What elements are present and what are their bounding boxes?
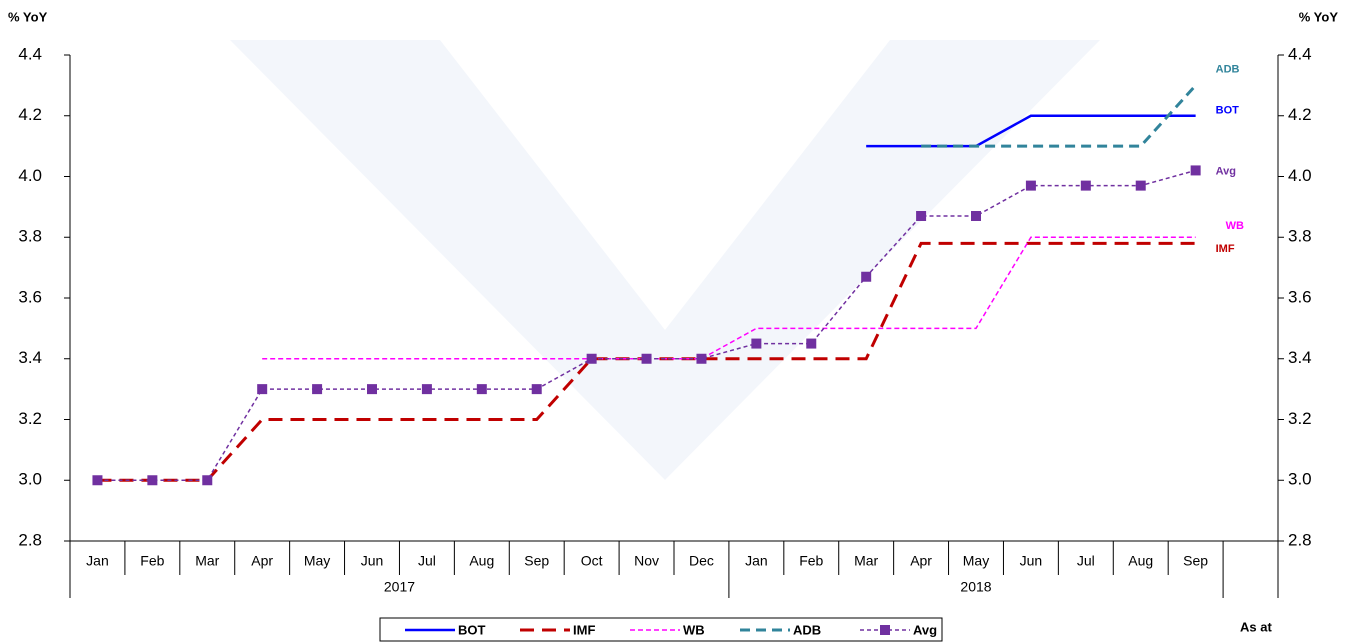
series-marker [751, 338, 762, 349]
series-marker [531, 384, 542, 395]
watermark [230, 40, 1100, 480]
x-tick-label: Aug [469, 553, 494, 569]
series-marker [1190, 165, 1201, 176]
series-end-label: WB [1226, 220, 1244, 232]
y-tick-label: 4.4 [18, 44, 42, 63]
series-marker [92, 475, 103, 486]
legend-box [379, 617, 943, 642]
series-end-label: BOT [1216, 105, 1240, 117]
legend-marker [880, 625, 890, 635]
y2-tick-label: 4.2 [1288, 105, 1312, 124]
y-axis-label: % YoY [8, 9, 48, 24]
series-line [97, 169, 1196, 481]
y2-axis-label: % YoY [1299, 9, 1339, 24]
series-line [262, 236, 1196, 360]
y2-tick-label: 3.6 [1288, 287, 1312, 306]
series-end-label: Avg [1216, 165, 1236, 177]
x-tick-label: Feb [799, 553, 823, 569]
y2-tick-label: 4.0 [1288, 166, 1312, 185]
x-tick-label: Mar [854, 553, 878, 569]
y2-tick-label: 3.4 [1288, 348, 1312, 367]
series-marker [1025, 180, 1036, 191]
legend-label: ADB [793, 622, 821, 637]
series-end-label: ADB [1216, 63, 1240, 75]
x-tick-label: Jan [745, 553, 768, 569]
x-tick-label: Jun [361, 553, 384, 569]
legend-label: BOT [458, 622, 486, 637]
legend-label: IMF [573, 622, 595, 637]
x-tick-label: Nov [634, 553, 659, 569]
x-tick-label: Dec [689, 553, 714, 569]
x-tick-label: May [963, 553, 989, 569]
series-marker [1135, 180, 1146, 191]
series-marker [257, 384, 268, 395]
x-tick-label: Sep [524, 553, 549, 569]
series-marker [367, 384, 377, 395]
series-marker [202, 475, 213, 486]
x-tick-label: May [304, 553, 330, 569]
x-group-label: 2017 [384, 579, 415, 595]
x-tick-label: Apr [251, 553, 273, 569]
series-marker [861, 271, 872, 282]
y-tick-label: 4.0 [18, 166, 42, 185]
x-tick-label: Oct [581, 553, 603, 569]
series-marker [476, 384, 487, 395]
y2-tick-label: 2.8 [1288, 530, 1312, 549]
y-tick-label: 4.2 [18, 105, 42, 124]
series-marker [312, 384, 323, 395]
y-tick-label: 2.8 [18, 530, 42, 549]
x-tick-label: Jun [1020, 553, 1043, 569]
series-marker [971, 210, 981, 221]
x-tick-label: Jan [86, 553, 109, 569]
y2-tick-label: 3.8 [1288, 227, 1312, 246]
legend-label: Avg [913, 622, 937, 637]
y-tick-label: 3.8 [18, 227, 42, 246]
x-tick-label: Mar [195, 553, 219, 569]
y-tick-label: 3.0 [18, 470, 42, 489]
series-marker [696, 353, 707, 364]
note: As at [1240, 619, 1272, 634]
series-end-label: IMF [1216, 243, 1235, 255]
series-marker [421, 384, 432, 395]
series-marker [147, 475, 158, 486]
y-tick-label: 3.4 [18, 348, 42, 367]
x-tick-label: Feb [140, 553, 164, 569]
legend-label: WB [683, 622, 705, 637]
y2-tick-label: 3.0 [1288, 470, 1312, 489]
series-marker [586, 353, 597, 364]
series-marker [641, 353, 652, 364]
x-tick-label: Jul [418, 553, 436, 569]
x-tick-label: Aug [1128, 553, 1153, 569]
x-tick-label: Jul [1077, 553, 1095, 569]
x-group-label: 2018 [960, 579, 991, 595]
series-marker [806, 338, 817, 349]
series-marker [916, 210, 927, 221]
x-tick-label: Sep [1183, 553, 1208, 569]
y-tick-label: 3.2 [18, 409, 42, 428]
x-tick-label: Apr [910, 553, 932, 569]
y2-tick-label: 3.2 [1288, 409, 1312, 428]
y-tick-label: 3.6 [18, 287, 42, 306]
series-line [921, 84, 1197, 148]
y2-tick-label: 4.4 [1288, 44, 1312, 63]
series-marker [1080, 180, 1091, 191]
